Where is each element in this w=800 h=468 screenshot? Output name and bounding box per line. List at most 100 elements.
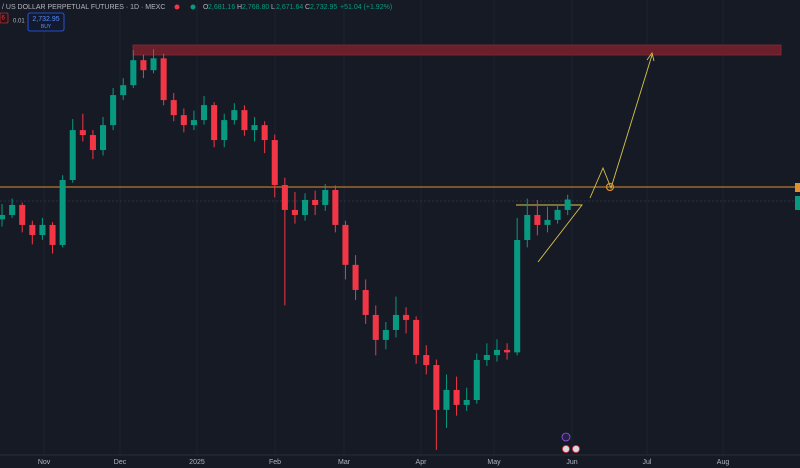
candle-body: [291, 209, 298, 215]
x-tick-label: Mar: [338, 459, 351, 466]
buy-label: BUY: [41, 24, 52, 30]
candle-body: [39, 224, 46, 236]
candle-body: [190, 120, 197, 126]
candle-body: [29, 224, 36, 236]
ohlc-value: 2,768.80: [242, 4, 269, 11]
flag-event[interactable]: [572, 445, 580, 453]
ohlc-key: C: [305, 4, 310, 11]
candle-body: [524, 214, 531, 240]
candle-body: [382, 329, 389, 340]
candle-body: [332, 189, 339, 225]
candle-body: [302, 199, 309, 215]
candle-body: [504, 349, 511, 353]
x-tick-label: Jun: [566, 459, 577, 466]
candle-body: [231, 110, 238, 121]
candle-body: [403, 314, 410, 320]
candle-body: [554, 209, 561, 220]
candle-body: [9, 204, 16, 215]
candle-body: [372, 314, 379, 340]
x-axis: Nov Dec 2025 Feb Mar Apr May Jun Jul Aug: [38, 459, 730, 466]
candle-body: [110, 95, 117, 126]
candle-body: [473, 359, 480, 400]
candle-body: [251, 125, 258, 131]
x-tick-label: Aug: [717, 459, 730, 466]
candle-body: [49, 224, 56, 245]
candle-body: [423, 355, 430, 366]
candle-body: [69, 130, 76, 180]
candle-body: [322, 189, 329, 205]
status-icon: [190, 4, 196, 10]
candle-body: [534, 214, 541, 225]
candle-body: [564, 199, 571, 210]
candle-body: [140, 60, 147, 71]
symbol-title: / US DOLLAR PERPETUAL FUTURES · 1D · MEX…: [2, 4, 166, 11]
triangle: [516, 204, 583, 263]
candle-body: [362, 289, 369, 315]
candle-body: [59, 179, 66, 245]
candle-body: [160, 58, 167, 101]
candle-body: [514, 239, 521, 353]
flag-event[interactable]: [562, 445, 570, 453]
x-tick-label: Feb: [269, 459, 281, 466]
candle-body: [544, 219, 551, 225]
candle-body: [19, 204, 26, 225]
price-marker: [795, 196, 800, 210]
ohlc-key: L: [271, 4, 275, 11]
buy-price: 2,732.95: [32, 16, 59, 23]
candle-body: [443, 389, 450, 410]
candle-body: [493, 349, 500, 356]
candle-body: [241, 110, 248, 131]
candle-body: [261, 125, 268, 141]
x-tick-label: Nov: [38, 459, 51, 466]
candle-body: [453, 389, 460, 405]
sell-badge[interactable]: [0, 12, 9, 24]
candle-body: [352, 264, 359, 290]
x-tick-label: 2025: [189, 459, 205, 466]
ohlc-key: H: [237, 4, 242, 11]
ohlc-legend: O 2,681.16 H 2,768.80 L 2,671.64 C 2,732.95: [203, 4, 337, 11]
x-tick-label: Jul: [642, 459, 651, 466]
arrow-head: [646, 51, 655, 62]
ohlc-value: 2,681.16: [208, 4, 235, 11]
event-icon[interactable]: [561, 432, 571, 442]
candle-body: [201, 105, 208, 121]
candle-body: [180, 115, 187, 126]
candle-body: [89, 135, 96, 151]
resistance-zone: [132, 44, 782, 56]
candle-body: [281, 185, 288, 210]
candle-body: [79, 130, 86, 136]
candle-body: [483, 355, 490, 360]
buy-button[interactable]: [27, 12, 65, 32]
ohlc-value: 2,671.64: [276, 4, 303, 11]
candle-body: [100, 125, 107, 151]
candle-body: [433, 365, 440, 410]
candle-body: [170, 100, 177, 116]
level-marker: [795, 183, 800, 192]
candle-body: [342, 224, 349, 265]
x-tick-label: Apr: [416, 459, 428, 466]
x-tick-label: May: [487, 459, 501, 466]
projection-arrow: [589, 54, 653, 199]
candle-body: [211, 105, 218, 141]
candle-body: [150, 58, 157, 71]
badge-text: 6: [2, 16, 6, 22]
spread: 0.01: [13, 19, 25, 25]
candle-body: [221, 120, 228, 141]
level-handle[interactable]: [605, 182, 615, 192]
flag-icon[interactable]: [174, 4, 180, 10]
candle-body: [463, 399, 470, 405]
candle-body: [120, 85, 127, 96]
candle-body: [312, 199, 319, 205]
change: +51.04 (+1.92%): [340, 4, 392, 11]
x-tick-label: Dec: [114, 459, 127, 466]
ohlc-value: 2,732.95: [310, 4, 337, 11]
candle-body: [271, 140, 278, 186]
candle-body: [413, 319, 420, 356]
grid: [43, 0, 724, 455]
ohlc-key: O: [203, 4, 209, 11]
candles: [0, 49, 571, 450]
candle-body: [392, 314, 399, 330]
candle-body: [130, 60, 137, 86]
